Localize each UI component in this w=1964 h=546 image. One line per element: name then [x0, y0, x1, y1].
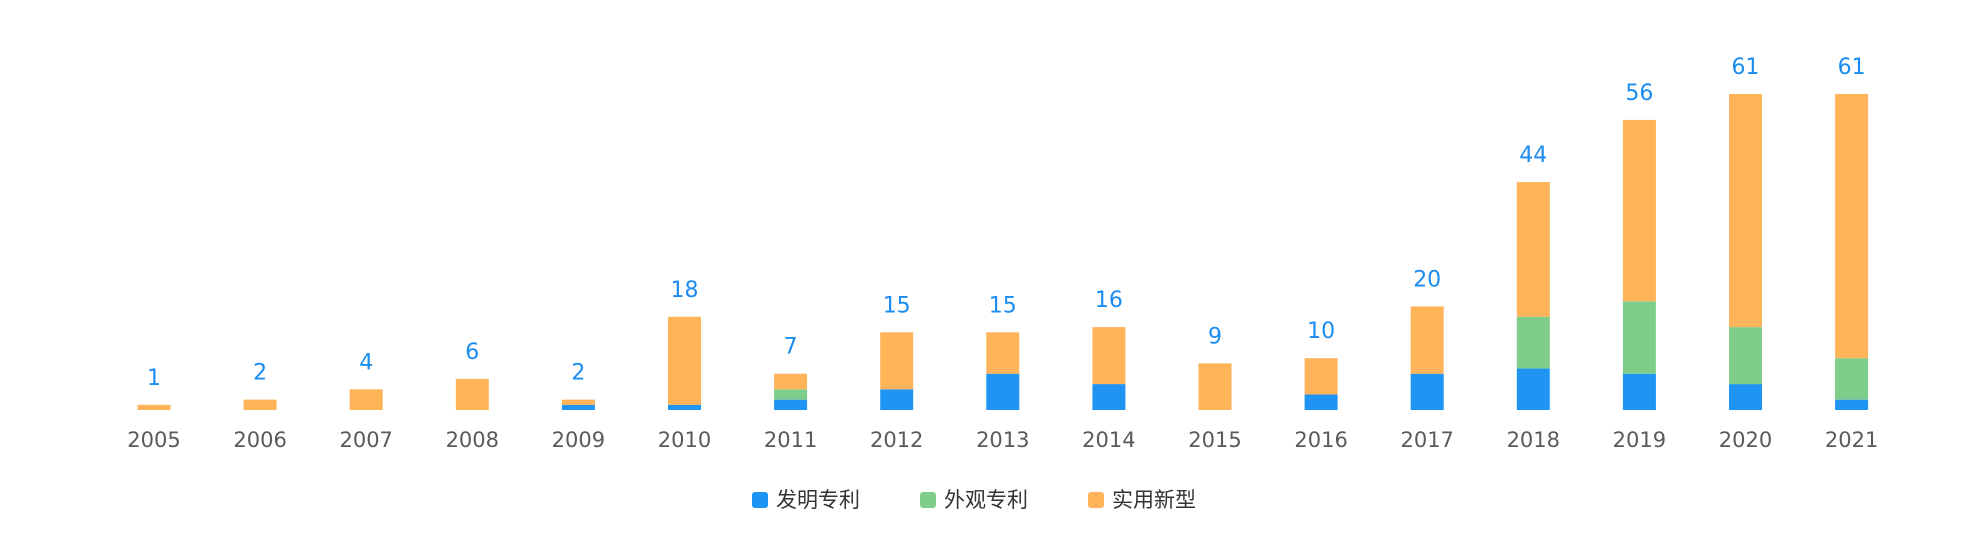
bar-segment: [1516, 316, 1550, 369]
x-tick-label: 2005: [127, 428, 180, 452]
bar-segment: [1516, 182, 1550, 317]
total-label: 16: [1095, 288, 1123, 313]
bar-segment: [1516, 368, 1550, 410]
total-label: 61: [1838, 55, 1866, 80]
x-tick-label: 2009: [552, 428, 605, 452]
bar-segment: [1410, 373, 1444, 410]
total-label: 20: [1413, 267, 1441, 292]
x-tick-label: 2010: [658, 428, 711, 452]
x-tick-label: 2017: [1400, 428, 1453, 452]
total-label: 2: [253, 361, 267, 386]
bar-segment: [1304, 358, 1338, 395]
bar-segment: [668, 316, 701, 405]
bar-segment: [1729, 327, 1762, 385]
bar-segment: [1729, 94, 1762, 328]
bar-segment: [1198, 363, 1232, 410]
bar-segment: [455, 378, 489, 410]
legend-label: 发明专利: [776, 488, 860, 512]
legend-swatch: [1088, 492, 1104, 508]
bar-segment: [1622, 373, 1656, 410]
bar-segment: [1835, 358, 1869, 400]
bar-segment: [880, 332, 914, 390]
bar-segment: [1410, 306, 1444, 374]
legend-label: 实用新型: [1112, 488, 1196, 512]
total-label: 61: [1732, 55, 1760, 80]
x-tick-label: 2016: [1294, 428, 1347, 452]
total-label: 15: [989, 293, 1017, 318]
bar-segment: [349, 389, 383, 410]
bar-segment: [880, 389, 914, 410]
bar-segment: [668, 404, 701, 410]
legend-swatch: [920, 492, 936, 508]
bar-segment: [774, 389, 808, 400]
x-tick-label: 2007: [339, 428, 392, 452]
x-tick-label: 2008: [446, 428, 499, 452]
bar-segment: [561, 404, 595, 410]
bar-segment: [1304, 394, 1338, 410]
bar-segment: [137, 404, 171, 410]
bar-segment: [986, 332, 1020, 374]
total-label: 9: [1208, 324, 1222, 349]
legend-swatch: [752, 492, 768, 508]
bar-segment: [986, 373, 1020, 410]
bar-segment: [774, 399, 808, 410]
total-label: 4: [359, 350, 373, 375]
x-tick-label: 2014: [1082, 428, 1135, 452]
total-label: 10: [1307, 319, 1335, 344]
bar-segment: [1092, 327, 1126, 385]
x-tick-label: 2018: [1507, 428, 1560, 452]
legend-label: 外观专利: [944, 488, 1028, 512]
bar-segment: [774, 373, 808, 390]
x-tick-label: 2020: [1719, 428, 1772, 452]
total-label: 18: [671, 278, 699, 303]
total-label: 44: [1519, 143, 1547, 168]
bar-segment: [1092, 384, 1126, 410]
total-label: 7: [784, 335, 798, 360]
total-label: 15: [883, 293, 911, 318]
x-tick-label: 2006: [233, 428, 286, 452]
total-label: 56: [1625, 81, 1653, 106]
bar-segment: [1835, 94, 1869, 359]
total-label: 1: [147, 366, 161, 391]
bar-segment: [1835, 399, 1869, 410]
x-tick-label: 2015: [1188, 428, 1241, 452]
x-tick-label: 2012: [870, 428, 923, 452]
total-label: 6: [465, 340, 479, 365]
x-tick-label: 2021: [1825, 428, 1878, 452]
bar-segment: [1729, 384, 1762, 410]
x-tick-label: 2013: [976, 428, 1029, 452]
bar-segment: [1622, 119, 1656, 302]
total-label: 2: [571, 361, 585, 386]
bar-segment: [1622, 301, 1656, 374]
x-tick-label: 2011: [764, 428, 817, 452]
bar-segment: [561, 399, 595, 405]
bar-segment: [243, 399, 277, 410]
x-tick-label: 2019: [1613, 428, 1666, 452]
